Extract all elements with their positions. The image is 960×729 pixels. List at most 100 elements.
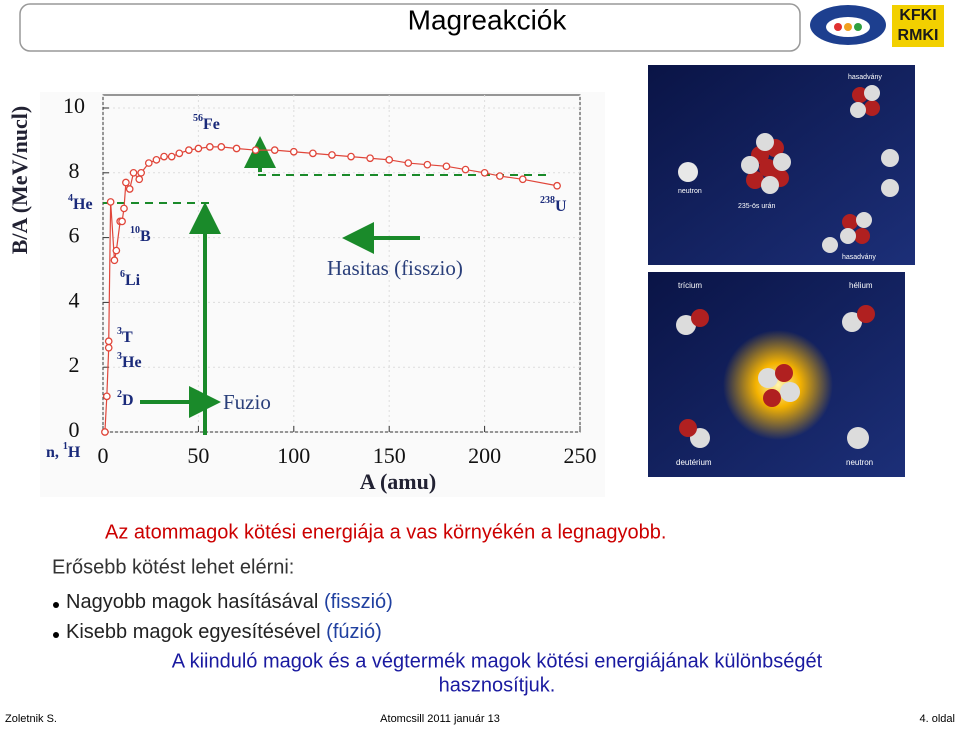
- nuclide-label: 6Li: [120, 269, 141, 288]
- figure-label: hasadvány: [848, 74, 882, 81]
- data-point: [106, 198, 115, 206]
- data-point: [251, 146, 260, 154]
- y-tick-label: 2: [69, 352, 80, 377]
- data-point: [120, 204, 128, 213]
- x-tick-label: 0: [98, 443, 109, 468]
- nuclide-label: 2D: [117, 389, 134, 408]
- arrow-label: Hasitas (fisszio): [327, 256, 463, 280]
- logo-box: [892, 5, 944, 47]
- data-point: [104, 337, 113, 346]
- conclusion: hasznosítjuk.: [439, 674, 556, 696]
- figure-label: 235-ös urán: [738, 203, 775, 210]
- x-tick-label: 50: [187, 443, 209, 468]
- nuclide-symbol: D: [122, 392, 134, 409]
- bullet-text: Kisebb magok egyesítésével: [66, 621, 321, 643]
- data-point: [553, 181, 561, 190]
- data-point: [461, 165, 470, 174]
- nuclide-symbol: H: [68, 444, 81, 461]
- nuclide-symbol: He: [73, 196, 93, 213]
- nuclide-label: 4He: [68, 193, 93, 212]
- logo-ellipse: [810, 5, 886, 45]
- nuclide-label: 3He: [117, 351, 142, 370]
- bullet: Kisebb magok egyesítésével (fúzió): [66, 621, 382, 643]
- chart-background: [40, 92, 605, 497]
- highlight: Az atommagok kötési energiája a vas körn…: [105, 521, 666, 543]
- data-point: [118, 217, 126, 226]
- nuclide-mass: 56: [193, 113, 203, 124]
- data-point: [144, 159, 153, 167]
- nuclide-mass: 6: [120, 269, 125, 280]
- data-point: [125, 185, 134, 193]
- data-point: [328, 151, 336, 159]
- data-point: [175, 149, 184, 158]
- y-tick-label: 4: [69, 287, 80, 312]
- conclusion: A kiinduló magok és a végtermék magok kö…: [172, 650, 823, 672]
- data-point: [385, 155, 394, 164]
- nuclide-mass: 3: [117, 351, 122, 362]
- nuclide-mass: 4: [68, 193, 73, 204]
- data-point: [404, 159, 413, 167]
- x-axis-label: A (amu): [360, 469, 436, 494]
- data-point: [442, 162, 451, 171]
- nuclide-mass: 238: [540, 195, 555, 206]
- data-point: [102, 392, 111, 401]
- figure-label: deutérium: [676, 458, 712, 467]
- y-tick-label: 0: [69, 417, 80, 442]
- nuclide-label: 56Fe: [193, 113, 220, 132]
- data-point: [205, 143, 214, 151]
- x-tick-label: 200: [468, 443, 501, 468]
- data-point: [289, 147, 298, 156]
- intro: Erősebb kötést lehet elérni:: [52, 556, 294, 578]
- logo-text: KFKI: [899, 7, 936, 24]
- figure-label: hélium: [849, 281, 873, 290]
- data-point: [480, 168, 489, 177]
- nuclide-label: 10B: [130, 225, 151, 244]
- x-tick-label: 150: [373, 443, 406, 468]
- nuclide-symbol: Li: [125, 272, 141, 289]
- bullet-note: (fisszió): [324, 591, 393, 613]
- data-point: [129, 168, 138, 177]
- nuclide-label: 238U: [540, 195, 567, 214]
- nuclide-mass: 2: [117, 389, 122, 400]
- bullet-text: Nagyobb magok hasításával: [66, 591, 318, 613]
- data-point: [167, 152, 176, 161]
- data-point: [309, 149, 317, 158]
- data-point: [232, 144, 241, 153]
- data-point: [194, 144, 203, 153]
- data-point: [152, 155, 161, 164]
- nuclide-prefix: n,: [46, 444, 63, 461]
- nuclide-symbol: U: [555, 198, 567, 215]
- nuclide-symbol: B: [140, 228, 151, 245]
- nuclide-label: n, 1H: [46, 441, 81, 460]
- data-point: [423, 160, 432, 169]
- y-axis-label: B/A (MeV/nucl): [7, 106, 32, 255]
- nuclide-mass: 1: [63, 441, 68, 452]
- footer-author: Zoletnik S.: [5, 713, 57, 725]
- figure-label: neutron: [678, 188, 702, 195]
- nuclide-symbol: T: [122, 329, 133, 346]
- nuclide-symbol: Fe: [203, 116, 220, 133]
- y-tick-label: 10: [63, 93, 85, 118]
- plot-frame: [102, 94, 581, 433]
- data-point: [496, 172, 504, 180]
- fission-figure: [648, 65, 915, 265]
- arrow-label: Fuzio: [223, 390, 271, 414]
- x-tick-label: 250: [564, 443, 597, 468]
- title-box: [19, 3, 801, 52]
- data-point: [135, 175, 144, 184]
- footer-event: Atomcsill 2011 január 13: [380, 713, 500, 725]
- data-point: [101, 428, 109, 436]
- footer-page: 4. oldal: [920, 713, 955, 725]
- data-point: [217, 143, 226, 151]
- nuclide-label: 3T: [117, 326, 133, 345]
- data-point: [160, 152, 168, 161]
- nuclide-symbol: He: [122, 354, 142, 371]
- data-point: [518, 175, 527, 184]
- data-point: [110, 256, 119, 265]
- y-tick-label: 6: [69, 223, 80, 248]
- nuclide-mass: 3: [117, 326, 122, 337]
- x-tick-label: 100: [277, 443, 310, 468]
